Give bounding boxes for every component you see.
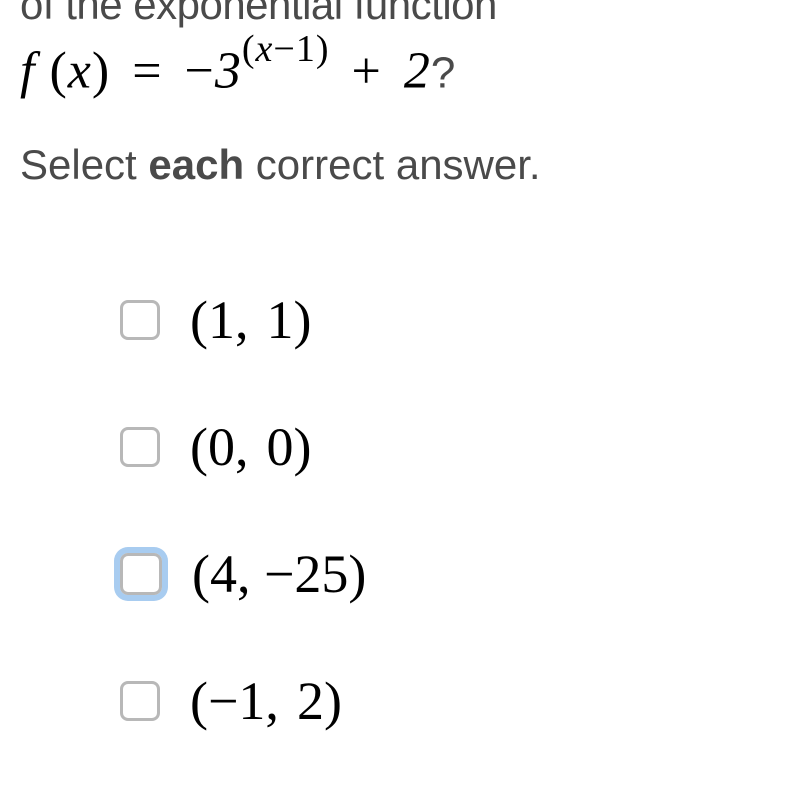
equals: = xyxy=(132,43,162,100)
exponent: (x−1) xyxy=(242,28,330,70)
base: 3 xyxy=(215,43,242,100)
options-list: (1,1) (0,0) (4, −25) (−1,2) xyxy=(20,289,780,732)
variable: x xyxy=(68,43,92,100)
option-row-2[interactable]: (0,0) xyxy=(120,416,780,478)
option-row-3[interactable]: (4, −25) xyxy=(120,543,780,605)
option-text-2: (0,0) xyxy=(190,416,311,478)
question-container: of the exponential function f (x) = −3(x… xyxy=(0,0,800,732)
minus: − xyxy=(185,43,215,100)
checkbox-1[interactable] xyxy=(120,300,160,340)
checkbox-2[interactable] xyxy=(120,427,160,467)
equation: f (x) = −3(x−1) + 2? xyxy=(20,35,780,100)
paren-close: ) xyxy=(92,43,110,100)
option-row-4[interactable]: (−1,2) xyxy=(120,670,780,732)
instruction-after: correct answer. xyxy=(244,141,540,188)
checkbox-4[interactable] xyxy=(120,681,160,721)
function-name: f xyxy=(20,43,35,100)
option-text-1: (1,1) xyxy=(190,289,311,351)
instruction-bold: each xyxy=(148,141,244,188)
question-prefix: of the exponential function xyxy=(20,0,780,30)
option-text-4: (−1,2) xyxy=(190,670,342,732)
option-row-1[interactable]: (1,1) xyxy=(120,289,780,351)
option-text-3: (4, −25) xyxy=(192,543,366,605)
plus: + xyxy=(351,43,381,100)
instruction: Select each correct answer. xyxy=(20,141,780,189)
checkbox-3[interactable] xyxy=(120,553,162,595)
constant: 2 xyxy=(404,43,431,100)
question-mark: ? xyxy=(431,49,456,98)
paren-open: ( xyxy=(49,43,67,100)
instruction-before: Select xyxy=(20,141,148,188)
